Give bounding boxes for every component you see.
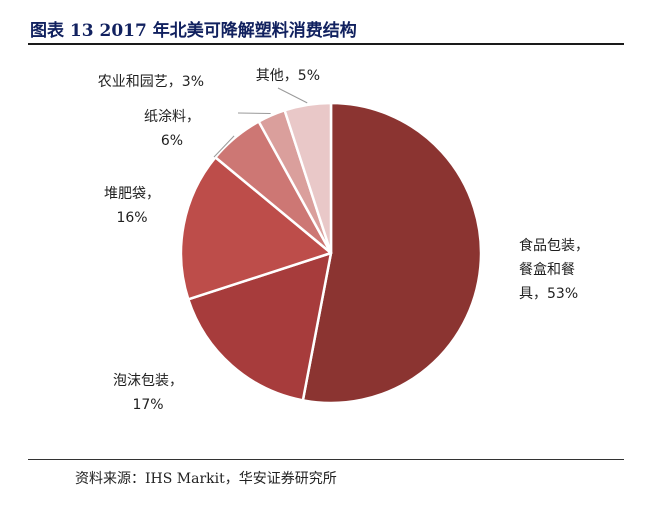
slice-label: 食品包装， 餐盒和餐具，53% bbox=[519, 237, 589, 302]
slice-label-line: 具，53% bbox=[519, 286, 578, 302]
source-note: 资料来源：IHS Markit，华安证券研究所 bbox=[75, 471, 337, 487]
slice-label: 泡沫包装， 17% bbox=[113, 373, 183, 413]
source-divider bbox=[28, 459, 624, 460]
pie-slice bbox=[179, 156, 333, 301]
slice-label-line: 纸涂料， bbox=[144, 109, 200, 125]
slice-label: 其他，5% bbox=[256, 68, 320, 84]
leader-lines bbox=[213, 87, 308, 158]
pie-slices bbox=[179, 101, 483, 405]
slice-label-line: 农业和园艺，3% bbox=[98, 74, 204, 90]
pie-slice bbox=[187, 251, 333, 402]
slice-label-line: 堆肥袋， bbox=[104, 186, 160, 202]
slice-label-line: 食品包装， bbox=[519, 237, 589, 254]
slice-label-line: 6% bbox=[161, 133, 183, 149]
slice-label-line: 餐盒和餐 bbox=[519, 261, 575, 278]
leader-line bbox=[277, 87, 308, 104]
slice-label-line: 17% bbox=[132, 397, 163, 413]
chart-title: 图表 13 2017 年北美可降解塑料消费结构 bbox=[30, 21, 357, 41]
leader-line bbox=[237, 112, 271, 114]
slice-labels: 食品包装， 餐盒和餐具，53% 泡沫包装， 17% 堆肥袋， 16% 纸涂料， 6% 农业和园艺… bbox=[98, 68, 589, 413]
pie-slice bbox=[301, 101, 483, 405]
slice-label-line: 其他，5% bbox=[256, 68, 320, 84]
slice-label-line: 泡沫包装， bbox=[113, 373, 183, 389]
slice-label: 农业和园艺，3% bbox=[98, 74, 204, 90]
title-underline bbox=[28, 43, 624, 45]
slice-label: 纸涂料， 6% bbox=[144, 109, 200, 149]
pie-slice bbox=[283, 101, 333, 255]
leader-line bbox=[213, 135, 235, 158]
slice-label-line: 16% bbox=[116, 210, 147, 226]
slice-label: 堆肥袋， 16% bbox=[104, 186, 160, 226]
